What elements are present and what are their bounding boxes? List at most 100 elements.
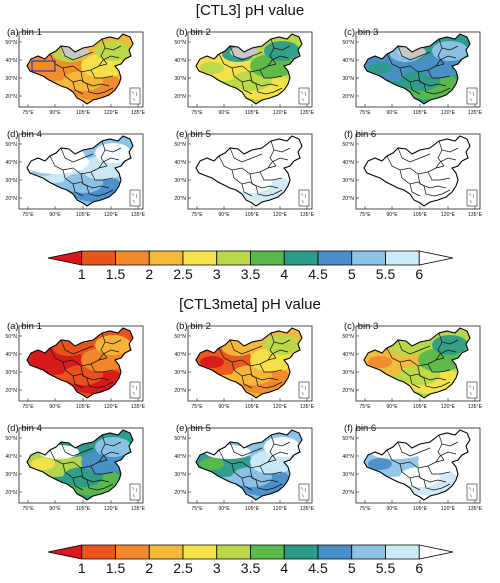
lon-tick-label: 135°E [468,404,483,410]
lon-tick-label: 105°E [245,212,260,218]
map-panel: 50°N 40°N 30°N 20°N 75°E 90°E 105°E 120°E 135°E (… [340,320,490,415]
colorbar-segment [116,545,150,559]
colorbar-segment [251,251,285,265]
ph-field-patch [200,62,224,74]
panel-label: (f) bin 6 [344,423,376,434]
lon-tick-label: 75°E [359,110,371,116]
lat-tick-label: 30°N [5,178,17,184]
lat-tick-label: 50°N [174,40,186,46]
lat-tick-label: 20°N [342,388,354,394]
lon-tick-label: 120°E [104,506,119,512]
lat-tick-label: 50°N [174,436,186,442]
lon-tick-label: 120°E [104,110,119,116]
south-china-sea-inset [130,88,140,104]
lon-tick-label: 135°E [468,212,483,218]
lat-tick-label: 20°N [174,94,186,100]
south-china-sea-inset [130,382,140,398]
china-map: 50°N 40°N 30°N 20°N 75°E 90°E 105°E 120°E 135°E [172,422,322,517]
south-china-sea-inset [299,484,309,500]
lon-tick-label: 90°E [49,212,61,218]
lat-tick-label: 30°N [174,178,186,184]
ph-field-patch [368,356,392,368]
china-map: 50°N 40°N 30°N 20°N 75°E 90°E 105°E 120°E 135°E [3,26,153,121]
lon-tick-label: 105°E [76,404,91,410]
south-china-sea-inset [467,88,477,104]
lon-tick-label: 120°E [441,212,456,218]
south-china-sea-inset [299,88,309,104]
lon-tick-label: 105°E [76,506,91,512]
lon-tick-label: 120°E [441,506,456,512]
lon-tick-label: 75°E [359,506,371,512]
colorbar-tick-label: 3 [213,266,221,282]
lat-tick-label: 40°N [342,352,354,358]
colorbar-segment [48,545,82,559]
map-panel: 50°N 40°N 30°N 20°N 75°E 90°E 105°E 120°E 135°E (… [340,128,490,223]
lon-tick-label: 105°E [413,212,428,218]
lon-tick-label: 135°E [468,506,483,512]
lon-tick-label: 120°E [441,110,456,116]
lon-tick-label: 120°E [273,404,288,410]
map-panel: 50°N 40°N 30°N 20°N 75°E 90°E 105°E 120°E 135°E (… [3,320,153,415]
lon-tick-label: 75°E [191,212,203,218]
ph-field-patch [264,143,300,163]
ph-field-patch [432,437,468,457]
colorbar-tick-label: 6 [415,266,423,282]
lon-tick-label: 105°E [76,212,91,218]
lat-tick-label: 30°N [342,472,354,478]
colorbar-tick-label: 3.5 [241,266,260,282]
lon-tick-label: 105°E [245,404,260,410]
colorbar [38,544,463,560]
lon-tick-label: 105°E [76,110,91,116]
lat-tick-label: 30°N [342,178,354,184]
south-china-sea-inset [467,190,477,206]
colorbar-tick-label: 3.5 [241,560,260,576]
panel-label: (e) bin 5 [176,129,211,140]
lon-tick-label: 105°E [413,110,428,116]
lat-tick-label: 50°N [342,334,354,340]
missing-data-region [205,445,251,459]
ph-field-patch [31,356,55,368]
map-panel: 50°N 40°N 30°N 20°N 75°E 90°E 105°E 120°E 135°E (… [3,128,153,223]
colorbar-tick-label: 2.5 [173,266,192,282]
ph-field-patch [222,340,254,356]
colorbar-tick-label: 6 [415,560,423,576]
lon-tick-label: 90°E [49,506,61,512]
colorbar-segment [318,545,352,559]
ph-field-patch [264,437,300,457]
lon-tick-label: 75°E [359,404,371,410]
lat-tick-label: 30°N [342,76,354,82]
lon-tick-label: 75°E [22,506,34,512]
lat-tick-label: 20°N [174,490,186,496]
lat-tick-label: 30°N [342,370,354,376]
colorbar-tick-label: 1 [78,266,86,282]
lat-tick-label: 30°N [174,370,186,376]
lon-tick-label: 90°E [386,212,398,218]
colorbar-segment [82,251,116,265]
south-china-sea-inset [130,484,140,500]
lat-tick-label: 50°N [342,436,354,442]
china-map: 50°N 40°N 30°N 20°N 75°E 90°E 105°E 120°E 135°E [340,320,490,415]
colorbar-segment [318,251,352,265]
china-map: 50°N 40°N 30°N 20°N 75°E 90°E 105°E 120°E 135°E [3,422,153,517]
lat-tick-label: 20°N [5,196,17,202]
panel-label: (c) bin 3 [344,321,378,332]
panel-label: (b) bin 2 [176,27,211,38]
ph-field-patch [95,335,131,355]
lat-tick-label: 50°N [342,40,354,46]
lat-tick-label: 20°N [5,490,17,496]
lat-tick-label: 30°N [5,472,17,478]
colorbar-segment [149,545,183,559]
lon-tick-label: 90°E [386,110,398,116]
colorbar [38,250,463,266]
lon-tick-label: 90°E [218,404,230,410]
ph-field-patch [432,41,468,61]
lat-tick-label: 50°N [174,334,186,340]
ph-field-patch [53,340,85,356]
map-panel: 50°N 40°N 30°N 20°N 75°E 90°E 105°E 120°E 135°E (… [172,422,322,517]
lon-tick-label: 75°E [191,110,203,116]
lat-tick-label: 40°N [174,58,186,64]
map-panel: 50°N 40°N 30°N 20°N 75°E 90°E 105°E 120°E 135°E (… [3,26,153,121]
lon-tick-label: 90°E [49,110,61,116]
lon-tick-label: 120°E [273,110,288,116]
colorbar-tick-label: 4 [280,266,288,282]
